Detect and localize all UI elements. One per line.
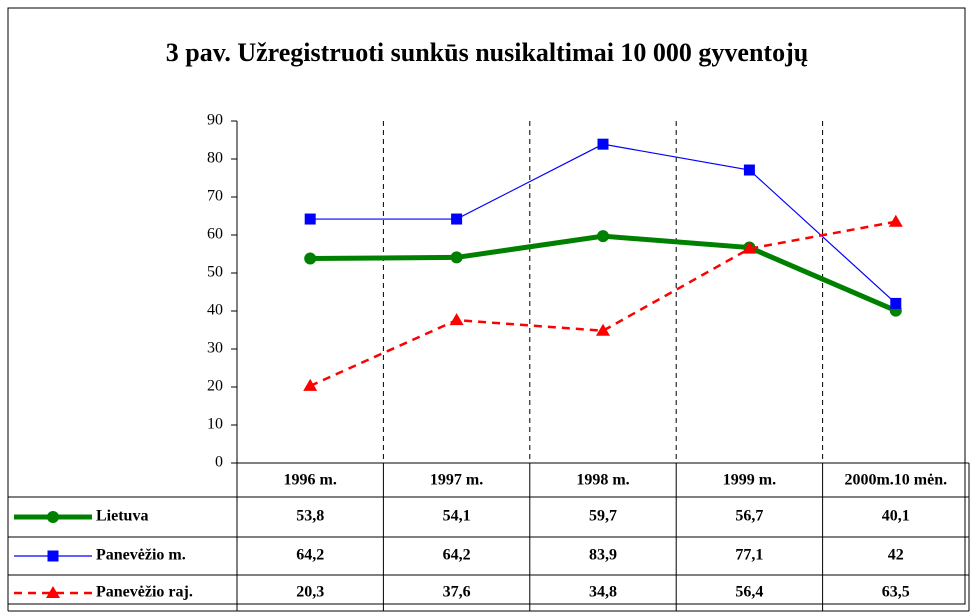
- marker: [304, 252, 317, 265]
- legend-label: Lietuva: [96, 508, 148, 525]
- marker: [303, 378, 318, 391]
- marker: [743, 164, 755, 176]
- y-tick-label: 10: [207, 416, 223, 433]
- data-label: 59,7: [589, 508, 617, 525]
- marker: [304, 213, 316, 225]
- x-tick-label: 1999 m.: [723, 472, 776, 489]
- marker: [890, 297, 902, 309]
- data-label: 64,2: [296, 547, 324, 564]
- legend-label: Panevėžio m.: [96, 547, 186, 564]
- data-label: 54,1: [443, 508, 471, 525]
- x-tick-label: 2000m.10 mėn.: [844, 472, 947, 489]
- y-tick-label: 40: [207, 302, 223, 319]
- marker: [597, 138, 609, 150]
- y-tick-label: 50: [207, 264, 223, 281]
- y-tick-label: 20: [207, 378, 223, 395]
- y-tick-label: 90: [207, 112, 223, 129]
- series-line: [309, 220, 897, 388]
- data-label: 40,1: [882, 508, 910, 525]
- y-tick-label: 60: [207, 226, 223, 243]
- data-label: 77,1: [735, 547, 763, 564]
- y-tick-label: 30: [207, 340, 223, 357]
- x-tick-label: 1998 m.: [576, 472, 629, 489]
- marker: [46, 586, 60, 598]
- x-tick-label: 1996 m.: [284, 472, 337, 489]
- chart-title: 3 pav. Užregistruoti sunkūs nusikaltimai…: [166, 38, 808, 67]
- marker: [450, 251, 463, 264]
- y-tick-label: 70: [207, 188, 223, 205]
- data-label: 56,7: [735, 508, 763, 525]
- marker: [47, 511, 59, 523]
- marker: [451, 213, 463, 225]
- data-label: 37,6: [443, 584, 471, 601]
- data-label: 56,4: [735, 584, 763, 601]
- y-tick-label: 80: [207, 150, 223, 167]
- data-label: 20,3: [296, 584, 324, 601]
- data-label: 64,2: [443, 547, 471, 564]
- data-label: 34,8: [589, 584, 617, 601]
- frame: [7, 7, 966, 605]
- data-label: 42: [888, 547, 904, 564]
- data-label: 53,8: [296, 508, 324, 525]
- marker: [449, 313, 464, 326]
- marker: [888, 214, 903, 227]
- legend-label: Panevėžio raj.: [96, 584, 193, 601]
- marker: [742, 241, 757, 254]
- marker: [596, 323, 610, 336]
- y-tick-label: 0: [215, 454, 223, 471]
- data-label: 83,9: [589, 547, 617, 564]
- marker: [47, 550, 59, 562]
- x-tick-label: 1997 m.: [430, 472, 483, 489]
- marker: [597, 230, 609, 243]
- data-label: 63,5: [882, 584, 910, 601]
